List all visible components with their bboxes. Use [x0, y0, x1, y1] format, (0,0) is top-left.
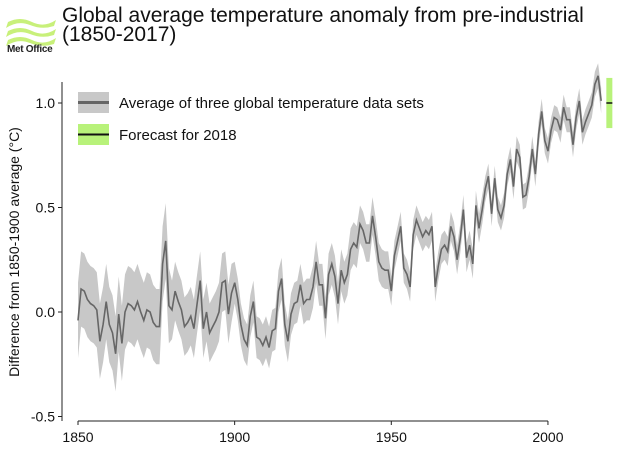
- title-line-1: Global average temperature anomaly from …: [62, 4, 584, 27]
- legend: Average of three global temperature data…: [78, 92, 424, 145]
- chart-title: Global average temperature anomaly from …: [62, 4, 584, 46]
- met-office-logo: [6, 19, 56, 46]
- legend-label-average: Average of three global temperature data…: [119, 95, 424, 112]
- y-tick-label: -0.5: [31, 409, 55, 425]
- logo-text: Met Office: [7, 44, 53, 55]
- average-series-line: [77, 75, 602, 354]
- y-axis-label: Difference from 1850-1900 average (°C): [6, 127, 22, 377]
- title-line-2: (1850-2017): [62, 23, 177, 46]
- plot-area: [77, 63, 613, 392]
- x-tick-label: 2000: [532, 429, 563, 445]
- y-axis: -0.5 0.0 0.5 1.0: [31, 95, 62, 425]
- y-tick-label: 1.0: [36, 95, 56, 111]
- y-tick-label: 0.5: [36, 200, 56, 216]
- uncertainty-band: [78, 63, 602, 392]
- x-axis: 1850 1900 1950 2000: [62, 420, 564, 445]
- y-tick-label: 0.0: [36, 304, 56, 320]
- x-tick-label: 1850: [62, 429, 93, 445]
- x-tick-label: 1950: [376, 429, 407, 445]
- legend-label-forecast: Forecast for 2018: [119, 127, 237, 144]
- x-tick-label: 1900: [219, 429, 250, 445]
